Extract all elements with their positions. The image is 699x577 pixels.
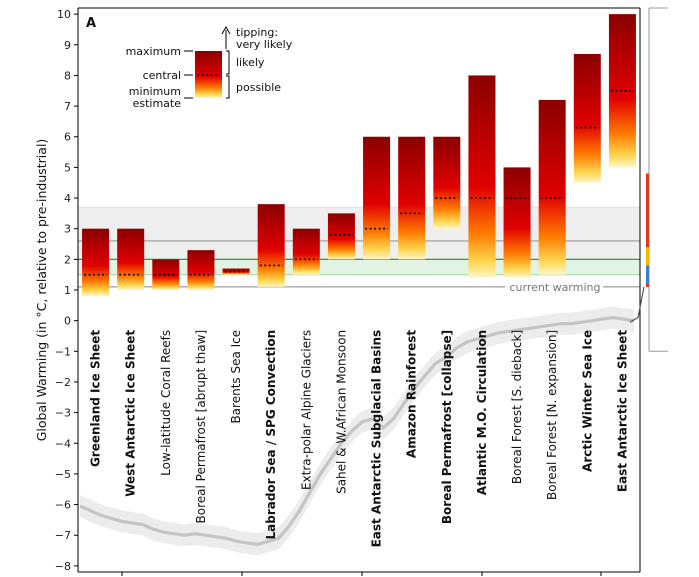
y-tick-label: 2 — [64, 253, 71, 266]
y-tick-label: 1 — [64, 284, 71, 297]
y-tick-label: −6 — [55, 499, 71, 512]
category-label-10: Boreal Permafrost [collapse] — [440, 330, 454, 524]
axes: −8 −7 −6 −5 −4 −3 −2 −1 0 1 2 3 4 5 6 7 8 9 10 Global Warmi… — [34, 7, 641, 576]
bar-15 — [608, 14, 636, 168]
category-label-4: Barents Sea Ice — [229, 330, 243, 424]
y-tick-label: 4 — [64, 192, 71, 205]
bar-2 — [152, 259, 180, 290]
y-tick-label: −2 — [55, 376, 71, 389]
bar-11 — [468, 75, 496, 278]
bars-group — [82, 14, 636, 297]
y-tick-label: −1 — [55, 345, 71, 358]
y-tick-label: −8 — [55, 560, 71, 573]
bar-3 — [187, 250, 215, 290]
bar-10 — [433, 136, 461, 229]
bar-14 — [573, 53, 601, 183]
bar-0 — [82, 228, 110, 297]
legend-tipping: tipping: very likely — [236, 26, 293, 51]
legend-likely-bracket — [226, 50, 230, 75]
legend-minimum-line: minimum — [129, 85, 181, 98]
y-tick-label: 8 — [64, 69, 71, 82]
legend: maximum central minimum estimate likely possi… — [126, 25, 293, 110]
y-axis-label: Global Warming (in °C, relative to pre-i… — [34, 139, 49, 442]
category-labels: Greenland Ice Sheet West Antarctic Ice Sh… — [89, 330, 630, 548]
legend-central-line: central — [143, 69, 181, 82]
bar-12 — [503, 167, 531, 278]
category-label-15: East Antarctic Ice Sheet — [615, 330, 629, 493]
legend-minimum-line: estimate — [133, 97, 182, 110]
legend-maximum-line: maximum — [126, 45, 181, 58]
legend-possible: possible — [236, 81, 281, 94]
shaded-band-0 — [78, 259, 640, 275]
bar-7 — [327, 213, 355, 260]
category-label-6: Extra-polar Alpine Glaciers — [299, 330, 313, 490]
legend-maximum: maximum — [126, 45, 181, 58]
legend-likely-line: likely — [236, 56, 265, 69]
y-tick-label: 9 — [64, 39, 71, 52]
side-panel — [629, 7, 668, 352]
bar-6 — [292, 228, 320, 275]
temperature-history — [79, 306, 635, 556]
legend-tipping-line: tipping: — [236, 26, 278, 39]
legend-minimum: minimum estimate — [129, 85, 181, 110]
y-tick-label: −3 — [55, 407, 71, 420]
legend-swatch — [195, 51, 222, 98]
y-tick-label: 7 — [64, 100, 71, 113]
bar-4 — [222, 268, 250, 275]
legend-central: central — [143, 69, 181, 82]
side-bar-red — [646, 173, 649, 287]
side-history-tail — [629, 286, 645, 323]
history-uncertainty-band — [80, 306, 634, 556]
history-line — [79, 315, 635, 547]
bar-13 — [538, 99, 566, 275]
legend-tipping-line: very likely — [236, 38, 293, 51]
category-label-14: Arctic Winter Sea Ice — [580, 330, 594, 472]
category-label-7: Sahel & W.African Monsoon — [334, 330, 348, 494]
bar-5 — [257, 204, 285, 287]
category-label-2: Low-latitude Coral Reefs — [159, 330, 173, 476]
side-bar-blue — [646, 265, 649, 284]
legend-possible-bracket — [226, 75, 230, 99]
category-label-0: Greenland Ice Sheet — [89, 330, 103, 467]
category-label-9: Amazon Rainforest — [405, 330, 419, 458]
y-tick-label: −4 — [55, 437, 71, 450]
panel-letter: A — [86, 16, 96, 31]
category-label-13: Boreal Forest [N. expansion] — [545, 330, 559, 500]
bar-1 — [117, 228, 145, 290]
y-tick-label: 0 — [64, 315, 71, 328]
legend-likely: likely — [236, 56, 265, 69]
bar-9 — [398, 136, 426, 260]
category-label-5: Labrador Sea / SPG Convection — [264, 330, 278, 540]
y-tick-label: 5 — [64, 161, 71, 174]
y-tick-label: 6 — [64, 131, 71, 144]
y-tick-label: −7 — [55, 529, 71, 542]
category-label-1: West Antarctic Ice Sheet — [124, 330, 138, 497]
legend-possible-line: possible — [236, 81, 281, 94]
category-label-3: Boreal Permafrost [abrupt thaw] — [194, 330, 208, 524]
category-label-11: Atlantic M.O. Circulation — [475, 330, 489, 495]
category-label-8: East Antarctic Subglacial Basins — [370, 330, 384, 548]
category-label-12: Boreal Forest [S. dieback] — [510, 330, 524, 484]
legend-arrow-head — [221, 25, 231, 35]
y-tick-label: 3 — [64, 223, 71, 236]
y-tick-label: −5 — [55, 468, 71, 481]
y-tick-label: 10 — [57, 8, 71, 21]
bar-8 — [363, 136, 391, 260]
current-warming-label: current warming — [510, 281, 601, 294]
side-bar-yellow — [646, 247, 649, 281]
